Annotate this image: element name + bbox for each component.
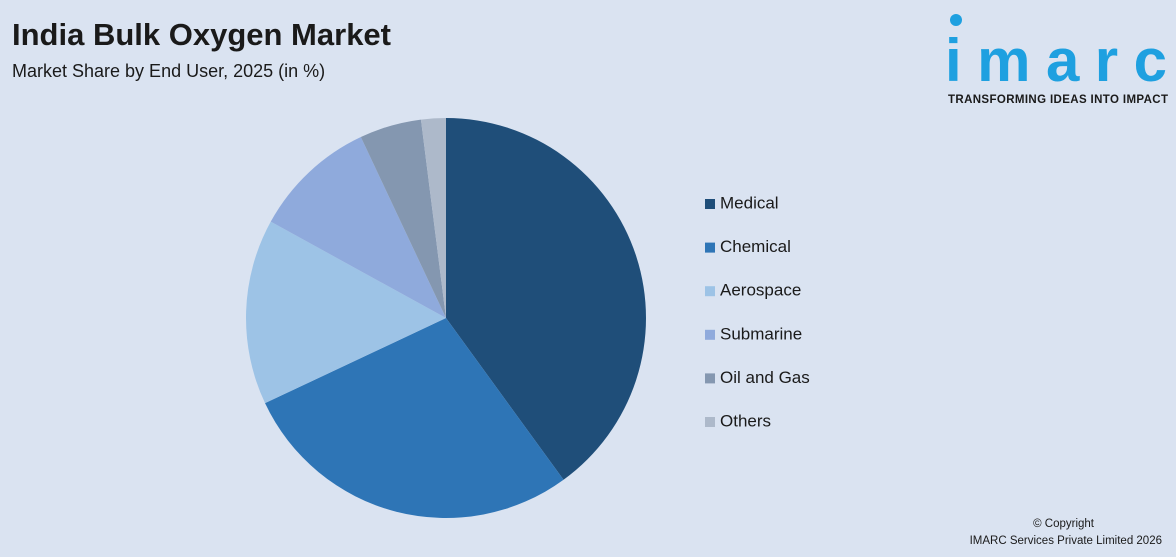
pie-slice: [270, 137, 446, 318]
logo: imarc: [945, 27, 1167, 94]
legend-label: Submarine: [720, 324, 802, 343]
pie-slice: [265, 318, 564, 518]
legend-label: Others: [720, 411, 771, 430]
pie-slice: [246, 221, 446, 404]
logo-dot: [950, 14, 962, 26]
pie-slice: [420, 118, 446, 318]
legend-swatch: [705, 286, 715, 297]
legend-swatch: [705, 373, 715, 384]
copyright: © Copyright: [1033, 518, 1095, 530]
chart-title: India Bulk Oxygen Market: [12, 17, 391, 52]
legend-swatch: [705, 242, 715, 253]
legend-swatch: [705, 417, 715, 427]
chart-subtitle: Market Share by End User, 2025 (in %): [12, 61, 325, 81]
legend-swatch: [705, 329, 715, 340]
company: IMARC Services Private Limited 2026: [970, 535, 1162, 547]
legend-label: Medical: [720, 193, 779, 212]
logo-tagline: TRANSFORMING IDEAS INTO IMPACT: [948, 94, 1168, 106]
legend: Medical Chemical Aerospace Submarine Oil and…: [705, 193, 810, 430]
legend-swatch: [705, 199, 715, 209]
pie-slice: [360, 119, 446, 318]
legend-label: Aerospace: [720, 281, 801, 300]
legend-label: Oil and Gas: [720, 368, 810, 387]
pie: [246, 118, 646, 518]
legend-label: Chemical: [720, 237, 791, 256]
pie-slice: [446, 118, 646, 480]
